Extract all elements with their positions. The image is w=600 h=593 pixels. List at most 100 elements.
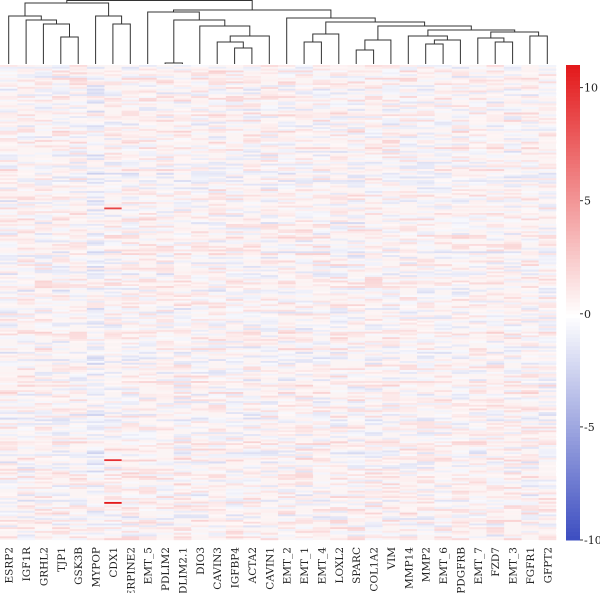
heatmap-cell	[312, 212, 331, 216]
heatmap-cell	[312, 412, 331, 415]
heatmap-cell	[34, 399, 53, 402]
heatmap-cell	[399, 251, 418, 254]
heatmap-cell	[173, 114, 192, 117]
heatmap-cell	[173, 291, 192, 294]
heatmap-cell	[295, 244, 314, 247]
heatmap-cell	[17, 191, 36, 194]
heatmap-cell	[34, 75, 53, 78]
heatmap-cell	[382, 244, 400, 247]
heatmap-cell	[191, 128, 209, 131]
heatmap-cell	[0, 152, 18, 155]
heatmap-cell	[104, 406, 122, 409]
heatmap-cell	[399, 465, 418, 468]
heatmap-cell	[173, 386, 192, 389]
heatmap-cell	[156, 503, 175, 506]
heatmap-cell	[191, 255, 209, 258]
heatmap-cell	[17, 280, 36, 283]
heatmap-cell	[312, 220, 331, 223]
heatmap-cell	[191, 326, 209, 329]
heatmap-cell	[69, 313, 88, 316]
heatmap-cell	[382, 220, 400, 223]
heatmap-cell	[382, 377, 400, 380]
heatmap-cell	[225, 521, 244, 524]
heatmap-cell	[69, 187, 88, 190]
heatmap-cell	[364, 183, 383, 186]
heatmap-cell	[69, 138, 88, 141]
heatmap-cell	[52, 297, 70, 300]
heatmap-cell	[208, 202, 227, 205]
heatmap-cell	[417, 160, 435, 163]
heatmap-cell	[0, 276, 18, 279]
heatmap-cell	[295, 233, 314, 236]
heatmap-cell	[86, 264, 105, 267]
heatmap-cell	[243, 413, 261, 416]
heatmap-cell	[295, 457, 314, 460]
heatmap-cell	[312, 119, 331, 122]
heatmap-cell	[121, 116, 140, 119]
heatmap-cell	[0, 410, 18, 413]
heatmap-cell	[191, 161, 209, 164]
heatmap-cell	[104, 315, 122, 318]
heatmap-cell	[278, 138, 296, 141]
heatmap-cell	[243, 130, 261, 133]
heatmap-cell	[34, 507, 53, 510]
heatmap-cell	[382, 255, 400, 258]
heatmap-cell	[399, 368, 418, 371]
heatmap-cell	[312, 439, 331, 442]
heatmap-cell	[243, 315, 261, 318]
heatmap-cell	[69, 161, 88, 164]
heatmap-cell	[417, 278, 435, 281]
heatmap-cell	[17, 410, 36, 413]
heatmap-cell	[417, 143, 435, 146]
heatmap-cell	[34, 225, 53, 228]
heatmap-cell	[347, 335, 366, 338]
heatmap-cell	[312, 149, 331, 152]
heatmap-cell	[34, 512, 53, 515]
heatmap-cell	[173, 154, 192, 157]
heatmap-cell	[260, 450, 279, 453]
heatmap-cell	[382, 536, 400, 539]
heatmap-cell	[347, 386, 366, 389]
heatmap-cell	[173, 364, 192, 367]
heatmap-cell	[208, 114, 227, 117]
heatmap-cell	[312, 81, 331, 84]
heatmap-cell	[243, 421, 261, 424]
heatmap-cell	[191, 302, 209, 305]
heatmap-cell	[17, 311, 36, 314]
heatmap-cell	[191, 81, 209, 84]
heatmap-cell	[243, 163, 261, 166]
heatmap-cell	[260, 532, 279, 535]
heatmap-cell	[347, 176, 366, 179]
heatmap-cell	[278, 534, 296, 537]
heatmap-cell	[347, 150, 366, 153]
heatmap-cell	[312, 105, 331, 108]
heatmap-cell	[173, 68, 192, 71]
heatmap-cell	[260, 360, 279, 363]
heatmap-cell	[34, 101, 53, 104]
heatmap-cell	[86, 359, 105, 362]
heatmap-cell	[295, 434, 314, 437]
heatmap-cell	[278, 529, 296, 532]
heatmap-cell	[0, 284, 18, 287]
heatmap-cell	[52, 507, 70, 510]
heatmap-cell	[17, 265, 36, 268]
heatmap-cell	[260, 326, 279, 329]
heatmap-cell	[382, 384, 400, 387]
heatmap-cell	[0, 423, 18, 426]
heatmap-cell	[295, 291, 314, 294]
heatmap-cell	[278, 348, 296, 351]
heatmap-cell	[312, 170, 331, 173]
heatmap-cell	[208, 238, 227, 241]
heatmap-cell	[0, 112, 18, 115]
heatmap-cell	[173, 536, 192, 539]
heatmap-cell	[260, 309, 279, 312]
heatmap-cell	[0, 249, 18, 252]
heatmap-cell	[139, 284, 157, 287]
heatmap-cell	[104, 366, 122, 369]
heatmap-cell	[382, 286, 400, 289]
heatmap-cell	[278, 329, 296, 332]
heatmap-cell	[34, 68, 53, 71]
heatmap-cell	[86, 423, 105, 426]
heatmap-cell	[139, 149, 157, 152]
heatmap-cell	[330, 88, 348, 91]
